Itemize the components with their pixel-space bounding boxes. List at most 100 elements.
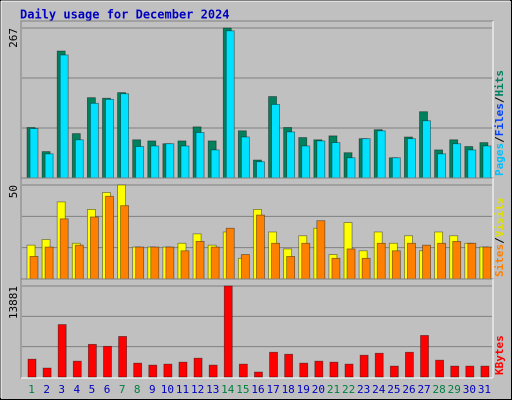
x-tick-label: 1 bbox=[28, 383, 35, 396]
bar bbox=[150, 246, 160, 280]
bar bbox=[105, 195, 114, 280]
y-tick-label: 50 bbox=[7, 185, 20, 198]
bar bbox=[271, 104, 280, 179]
bar bbox=[208, 364, 218, 378]
bar bbox=[301, 242, 311, 280]
bar bbox=[389, 365, 399, 378]
panel bbox=[20, 278, 494, 379]
bar bbox=[256, 161, 265, 179]
bar bbox=[42, 367, 52, 378]
bar bbox=[44, 153, 54, 179]
bar bbox=[331, 257, 341, 280]
bar bbox=[72, 360, 82, 378]
bar bbox=[452, 143, 462, 179]
x-tick-label: 19 bbox=[297, 383, 310, 396]
legend-entry: Visits bbox=[493, 198, 506, 238]
bar bbox=[482, 145, 492, 179]
bar bbox=[271, 242, 280, 280]
bar bbox=[422, 120, 431, 179]
bar bbox=[467, 242, 477, 280]
bar bbox=[284, 353, 294, 378]
x-tick-label: 11 bbox=[176, 383, 189, 396]
x-tick-label: 24 bbox=[372, 383, 386, 396]
bar bbox=[286, 256, 296, 280]
bar bbox=[178, 361, 188, 378]
bar bbox=[29, 256, 39, 280]
bar bbox=[89, 102, 99, 179]
bar bbox=[74, 139, 84, 179]
x-tick-label: 10 bbox=[161, 383, 174, 396]
bar bbox=[195, 240, 205, 280]
bar bbox=[314, 360, 324, 378]
x-tick-label: 2 bbox=[43, 383, 50, 396]
x-tick-label: 17 bbox=[266, 383, 279, 396]
bar bbox=[465, 365, 475, 378]
bar bbox=[256, 214, 265, 280]
bar bbox=[74, 244, 84, 280]
bar bbox=[59, 54, 69, 179]
x-tick-label: 22 bbox=[342, 383, 355, 396]
bar bbox=[407, 138, 416, 179]
legend-separator: / bbox=[493, 136, 506, 143]
bar bbox=[420, 335, 429, 378]
bar bbox=[135, 146, 145, 179]
bar bbox=[135, 246, 145, 280]
bar bbox=[180, 145, 190, 179]
x-tick-label: 8 bbox=[134, 383, 141, 396]
bar bbox=[344, 363, 354, 378]
bar bbox=[223, 285, 233, 378]
x-tick-label: 15 bbox=[236, 383, 249, 396]
bar bbox=[210, 149, 220, 179]
bar bbox=[437, 242, 447, 280]
bar bbox=[391, 157, 401, 179]
x-tick-label: 21 bbox=[327, 383, 340, 396]
bar bbox=[437, 153, 447, 179]
x-tick-label: 5 bbox=[89, 383, 96, 396]
x-tick-label: 6 bbox=[104, 383, 111, 396]
legend-entry: Pages bbox=[493, 143, 506, 176]
bar bbox=[359, 354, 369, 378]
bar bbox=[331, 142, 341, 179]
x-tick-label: 23 bbox=[357, 383, 370, 396]
legend-separator: / bbox=[493, 237, 506, 244]
bar bbox=[57, 324, 67, 378]
x-tick-label: 18 bbox=[282, 383, 295, 396]
x-tick-label: 4 bbox=[74, 383, 81, 396]
x-tick-label: 29 bbox=[448, 383, 461, 396]
bar bbox=[435, 359, 445, 378]
bar bbox=[452, 240, 462, 280]
bar bbox=[391, 250, 401, 280]
x-tick-label: 7 bbox=[119, 383, 126, 396]
bar bbox=[376, 130, 386, 179]
bar bbox=[29, 128, 39, 179]
bar bbox=[346, 248, 356, 280]
bar bbox=[238, 363, 248, 378]
bar bbox=[269, 351, 278, 378]
x-tick-label: 9 bbox=[149, 383, 156, 396]
bar bbox=[240, 254, 250, 280]
bar bbox=[103, 345, 112, 378]
bar bbox=[316, 140, 326, 179]
bar bbox=[105, 98, 114, 179]
legend-entry: Hits bbox=[493, 70, 506, 97]
bar bbox=[27, 358, 37, 378]
bar bbox=[316, 220, 326, 280]
x-tick-label: 27 bbox=[417, 383, 430, 396]
bar bbox=[286, 131, 296, 179]
x-tick-label: 28 bbox=[433, 383, 446, 396]
x-tick-label: 31 bbox=[478, 383, 491, 396]
bar bbox=[482, 246, 492, 280]
bar bbox=[254, 371, 263, 378]
legend-entry: KBytes bbox=[493, 335, 506, 375]
chart-title: Daily usage for December 2024 bbox=[20, 8, 230, 22]
x-tick-label: 3 bbox=[58, 383, 65, 396]
bar bbox=[405, 351, 414, 378]
bar bbox=[376, 242, 386, 280]
x-tick-label: 12 bbox=[191, 383, 204, 396]
bar bbox=[133, 362, 143, 378]
bar bbox=[59, 218, 69, 280]
bar bbox=[422, 244, 431, 280]
bar bbox=[165, 246, 175, 280]
